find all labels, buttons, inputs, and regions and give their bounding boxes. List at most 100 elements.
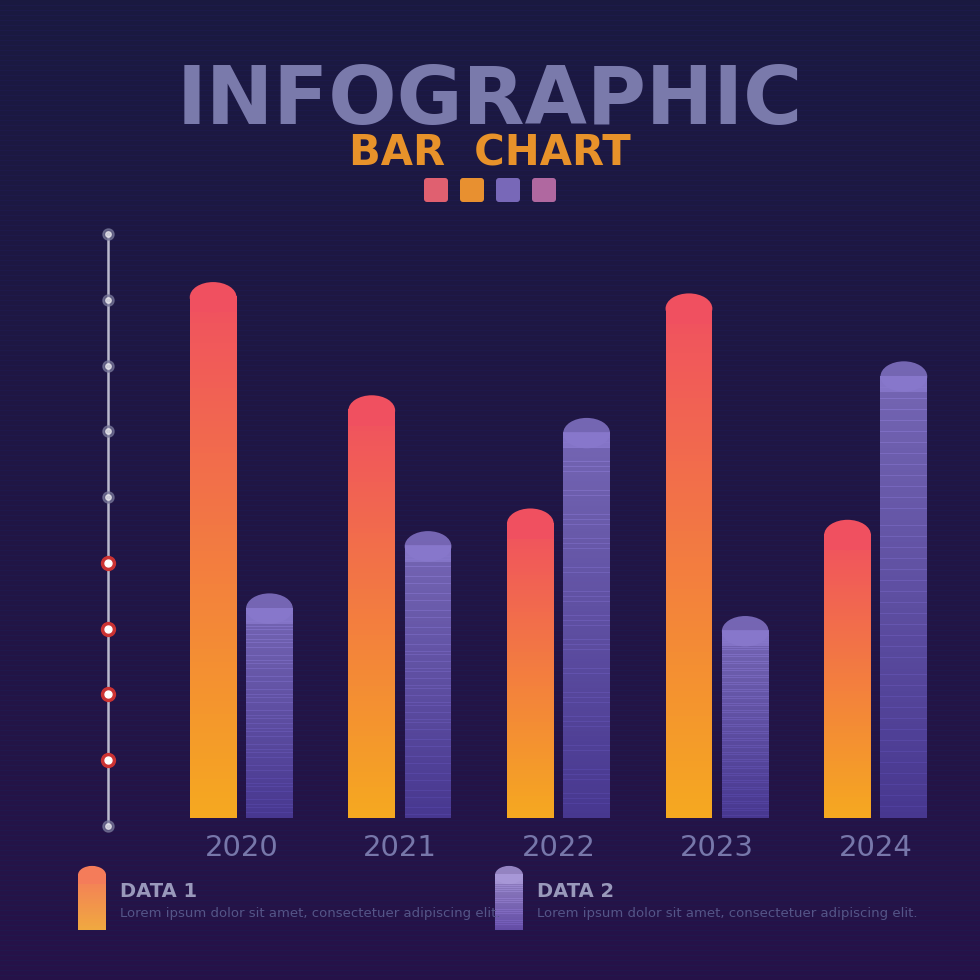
Bar — [495, 924, 523, 926]
Bar — [507, 796, 554, 800]
Bar — [495, 909, 523, 911]
Bar — [348, 517, 395, 522]
Bar — [246, 789, 293, 792]
Bar — [564, 640, 610, 645]
Bar — [0, 443, 980, 448]
Bar — [348, 766, 395, 772]
Bar — [405, 760, 452, 763]
Bar — [722, 778, 768, 781]
Bar — [0, 744, 980, 748]
Bar — [246, 621, 293, 624]
Bar — [564, 760, 610, 765]
Bar — [722, 684, 768, 687]
Bar — [0, 437, 980, 441]
Bar — [0, 904, 980, 908]
Bar — [348, 567, 395, 573]
Bar — [722, 802, 768, 804]
Bar — [190, 805, 236, 811]
Bar — [0, 345, 980, 350]
Bar — [348, 618, 395, 624]
Bar — [0, 796, 980, 801]
Bar — [824, 754, 871, 758]
Bar — [0, 374, 980, 379]
Bar — [0, 71, 980, 75]
Bar — [246, 656, 293, 659]
Bar — [665, 537, 712, 544]
Bar — [824, 615, 871, 620]
Bar — [0, 940, 980, 944]
Bar — [0, 600, 980, 605]
Bar — [246, 747, 293, 750]
Bar — [824, 694, 871, 698]
FancyBboxPatch shape — [532, 178, 556, 202]
Bar — [246, 634, 293, 637]
Bar — [190, 440, 236, 447]
Bar — [824, 715, 871, 719]
Bar — [507, 538, 554, 542]
Bar — [495, 874, 523, 877]
Bar — [824, 652, 871, 656]
Bar — [880, 801, 927, 807]
Bar — [824, 760, 871, 765]
Bar — [0, 639, 980, 644]
Bar — [824, 655, 871, 659]
Text: BAR  CHART: BAR CHART — [349, 133, 631, 175]
Bar — [722, 630, 768, 647]
Bar — [507, 792, 554, 796]
Bar — [507, 618, 554, 623]
Bar — [722, 743, 768, 746]
Bar — [722, 726, 768, 729]
Bar — [0, 463, 980, 467]
Bar — [665, 722, 712, 729]
Bar — [246, 676, 293, 679]
Bar — [190, 401, 236, 408]
Bar — [0, 695, 980, 699]
Text: Lorem ipsum dolor sit amet, consectetuer adipiscing elit.: Lorem ipsum dolor sit amet, consectetuer… — [120, 907, 501, 920]
Bar — [0, 342, 980, 346]
Bar — [564, 649, 610, 655]
Bar — [0, 636, 980, 640]
Bar — [190, 772, 236, 779]
Bar — [348, 803, 395, 808]
Bar — [190, 629, 236, 636]
Bar — [824, 725, 871, 729]
Bar — [824, 626, 871, 630]
Bar — [507, 530, 554, 535]
Bar — [564, 534, 610, 539]
Bar — [665, 735, 712, 742]
Bar — [880, 668, 927, 674]
Bar — [246, 775, 293, 779]
Bar — [507, 803, 554, 807]
Bar — [190, 720, 236, 727]
Bar — [722, 647, 768, 650]
Bar — [0, 417, 980, 421]
Bar — [564, 716, 610, 722]
Bar — [880, 459, 927, 465]
Bar — [246, 750, 293, 753]
Bar — [507, 549, 554, 553]
Bar — [348, 537, 395, 543]
Bar — [880, 498, 927, 504]
Bar — [246, 697, 293, 700]
Bar — [405, 678, 452, 682]
Bar — [0, 901, 980, 905]
Bar — [0, 793, 980, 797]
Bar — [0, 489, 980, 493]
Bar — [78, 895, 106, 897]
Bar — [880, 674, 927, 680]
Bar — [348, 527, 395, 533]
Bar — [0, 672, 980, 676]
Bar — [824, 534, 871, 539]
Bar — [0, 702, 980, 706]
Bar — [507, 733, 554, 737]
Bar — [405, 709, 452, 712]
Bar — [880, 740, 927, 746]
Bar — [665, 582, 712, 589]
Bar — [190, 590, 236, 597]
Bar — [880, 530, 927, 537]
Bar — [722, 748, 768, 751]
Bar — [824, 672, 871, 676]
Bar — [0, 143, 980, 147]
Bar — [824, 577, 871, 581]
Bar — [190, 759, 236, 766]
